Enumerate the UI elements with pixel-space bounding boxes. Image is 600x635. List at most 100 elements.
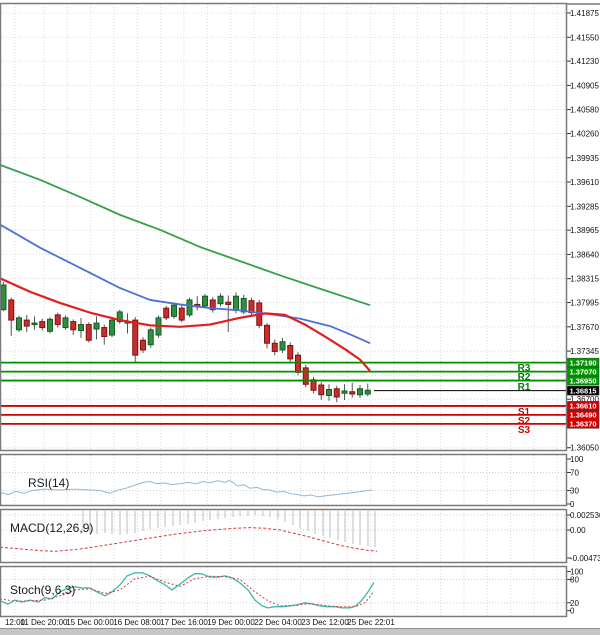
candle-body xyxy=(171,304,177,317)
svg-text:0: 0 xyxy=(570,607,575,616)
candle-body xyxy=(8,299,15,321)
svg-text:1.37190: 1.37190 xyxy=(569,358,596,367)
svg-text:1.36610: 1.36610 xyxy=(569,402,596,411)
candle-body xyxy=(233,295,239,311)
svg-text:1.39285: 1.39285 xyxy=(570,202,599,211)
candle-body xyxy=(333,388,340,398)
ma-mid-blue xyxy=(0,223,371,345)
svg-text:0.00: 0.00 xyxy=(570,526,586,535)
candle-body xyxy=(364,389,371,395)
candle-body xyxy=(54,314,61,326)
grid xyxy=(0,4,567,616)
bottom-scrollbar[interactable] xyxy=(0,628,600,635)
candle-body xyxy=(109,319,115,336)
candle-body xyxy=(93,322,100,330)
candle-body xyxy=(140,339,146,351)
svg-text:1.41875: 1.41875 xyxy=(570,9,599,18)
candle-body xyxy=(47,318,53,332)
svg-text:1.38965: 1.38965 xyxy=(570,226,599,235)
svg-text:1.37670: 1.37670 xyxy=(570,323,599,332)
candle-body xyxy=(85,324,92,341)
resistance-label-r2: R2 xyxy=(517,372,531,383)
candle-body xyxy=(287,344,294,360)
svg-text:1.36050: 1.36050 xyxy=(570,444,599,453)
time-axis-label: 16 Dec 08:00 xyxy=(113,618,161,627)
svg-text:1.36370: 1.36370 xyxy=(569,420,596,429)
svg-text:1.41550: 1.41550 xyxy=(570,33,599,42)
time-axis-label: 11 Dec 20:00 xyxy=(21,618,69,627)
candle-body xyxy=(163,307,170,319)
price-axis: 1.41875 1.41550 1.41230 1.40905 1.40580 1.402… xyxy=(566,9,600,616)
candle-body xyxy=(101,327,108,338)
candle-body xyxy=(326,389,332,396)
svg-text:0: 0 xyxy=(570,500,575,509)
stoch-panel-title: Stoch(9,6,3) xyxy=(10,583,76,597)
svg-text:1.40580: 1.40580 xyxy=(570,106,599,115)
time-axis-label: 25 Dec 22:01 xyxy=(347,618,395,627)
candle-body xyxy=(23,319,30,327)
stoch-d-line xyxy=(0,575,375,608)
ma-fast-red xyxy=(0,277,371,372)
candle-body xyxy=(225,301,232,305)
candle-body xyxy=(217,295,224,305)
svg-text:1.36950: 1.36950 xyxy=(569,376,596,385)
candle-body xyxy=(279,341,286,351)
candle-body xyxy=(16,317,22,331)
time-axis-label: 23 Dec 12:00 xyxy=(301,618,349,627)
resistance-label-r3: R3 xyxy=(517,363,531,374)
macd-signal-line xyxy=(0,527,378,552)
pivot-levels xyxy=(0,361,567,425)
candle-body xyxy=(357,388,363,396)
panel-borders xyxy=(0,2,600,618)
svg-text:1.37995: 1.37995 xyxy=(570,299,599,308)
svg-text:1.37070: 1.37070 xyxy=(569,367,596,376)
stoch-k-line xyxy=(0,572,375,609)
svg-text:1.40260: 1.40260 xyxy=(570,130,599,139)
candle-body xyxy=(70,321,77,331)
candlestick-series xyxy=(0,282,371,403)
candle-body xyxy=(39,321,46,329)
svg-text:1.36490: 1.36490 xyxy=(569,411,596,420)
candle-body xyxy=(178,307,185,321)
candle-body xyxy=(132,319,139,356)
support-label-s2: S2 xyxy=(517,416,531,427)
candle-body xyxy=(271,342,278,352)
macd-panel-title: MACD(12,26,9) xyxy=(10,521,94,535)
svg-text:1.36815: 1.36815 xyxy=(569,386,596,395)
time-axis-label: 12:00 xyxy=(5,618,26,627)
candle-body xyxy=(147,329,154,346)
time-axis-label: 17 Dec 16:00 xyxy=(160,618,208,627)
candle-body xyxy=(31,322,38,326)
svg-text:70: 70 xyxy=(570,469,579,478)
support-label-s1: S1 xyxy=(517,407,531,418)
svg-text:1.40905: 1.40905 xyxy=(570,81,599,90)
svg-text:1.39935: 1.39935 xyxy=(570,154,599,163)
support-label-s3: S3 xyxy=(517,425,531,436)
candle-body xyxy=(209,299,216,311)
svg-text:1.37345: 1.37345 xyxy=(570,347,599,356)
svg-text:-0.004736: -0.004736 xyxy=(570,554,600,563)
candle-body xyxy=(302,367,309,385)
svg-text:80: 80 xyxy=(570,575,579,584)
svg-text:100: 100 xyxy=(570,568,584,577)
svg-text:30: 30 xyxy=(570,487,579,496)
candle-body xyxy=(116,311,123,323)
candle-body xyxy=(240,297,247,313)
candle-body xyxy=(349,391,356,395)
candle-body xyxy=(62,317,69,329)
svg-text:0.002536: 0.002536 xyxy=(570,511,600,520)
svg-text:1.39610: 1.39610 xyxy=(570,178,599,187)
svg-text:1.41230: 1.41230 xyxy=(570,57,599,66)
time-axis-label: 15 Dec 00:00 xyxy=(66,618,114,627)
ma-slow-green xyxy=(0,164,371,307)
time-axis-label: 22 Dec 04:00 xyxy=(254,618,302,627)
svg-text:100: 100 xyxy=(570,455,584,464)
candle-body xyxy=(295,354,301,373)
candle-body xyxy=(202,295,208,307)
resistance-label-r1: R1 xyxy=(517,381,531,393)
rsi-line xyxy=(0,480,373,498)
candle-body xyxy=(78,324,84,332)
